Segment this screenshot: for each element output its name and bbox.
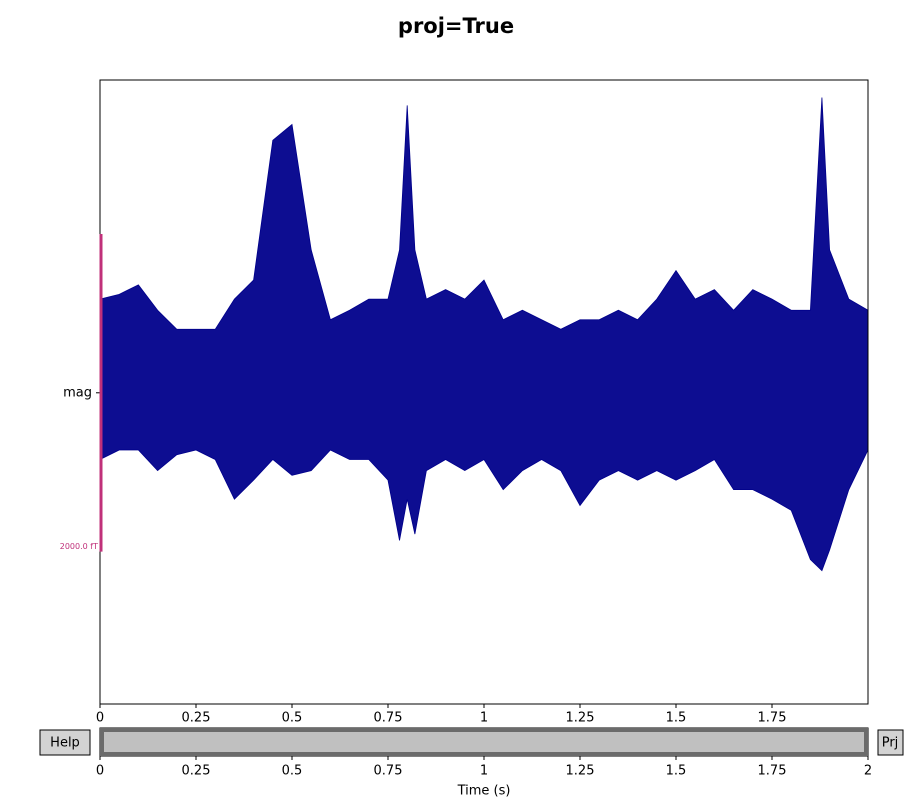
x-tick-label: 1.75 xyxy=(758,764,787,779)
x-axis-label: Time (s) xyxy=(457,784,511,799)
x-tick-label: 1.5 xyxy=(666,764,687,779)
trace-envelope xyxy=(99,449,869,572)
x-tick-label: 0.5 xyxy=(282,711,303,726)
button-label[interactable]: Prj xyxy=(882,736,899,751)
x-tick-label: 0.25 xyxy=(182,711,211,726)
scrollbar-view[interactable] xyxy=(100,728,868,756)
trace-band xyxy=(100,97,868,571)
x-tick-label: 0 xyxy=(96,711,104,726)
x-tick-label: 1.25 xyxy=(566,711,595,726)
x-tick-label: 1.75 xyxy=(758,711,787,726)
y-tick-label: mag xyxy=(63,385,92,400)
button-box[interactable] xyxy=(39,729,91,756)
chart-title: proj=True xyxy=(398,14,514,38)
x-tick-label: 1.5 xyxy=(666,711,687,726)
x-tick-label: 0.5 xyxy=(282,764,303,779)
x-tick-label: 0.75 xyxy=(374,711,403,726)
x-tick-label: 1.25 xyxy=(566,764,595,779)
scale-bar-label: 2000.0 fT xyxy=(60,542,98,551)
x-tick-label: 0.25 xyxy=(182,764,211,779)
x-tick-label: 1 xyxy=(480,764,488,779)
x-tick-label: 0.75 xyxy=(374,764,403,779)
trace-envelope xyxy=(99,97,869,330)
x-tick-label: 2 xyxy=(864,764,872,779)
x-tick-label: 1 xyxy=(480,711,488,726)
button-label[interactable]: Help xyxy=(50,736,80,751)
prj-button[interactable]: Prj xyxy=(877,729,904,756)
help-button[interactable]: Help xyxy=(39,729,91,756)
button-box[interactable] xyxy=(877,729,904,756)
x-tick-label: 0 xyxy=(96,764,104,779)
